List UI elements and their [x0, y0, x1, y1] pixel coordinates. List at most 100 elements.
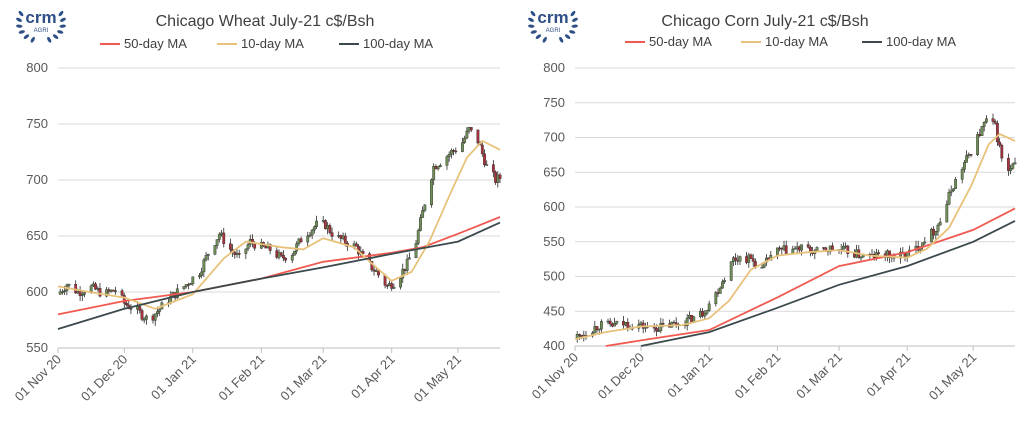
- candle-body: [295, 243, 299, 252]
- candle-body: [246, 244, 250, 250]
- candle: [423, 204, 427, 213]
- y-tick-label: 650: [26, 228, 48, 243]
- candle: [646, 321, 649, 329]
- candle-body: [61, 291, 64, 293]
- candle-body: [142, 319, 146, 321]
- candle: [954, 176, 957, 190]
- candle: [129, 304, 133, 315]
- candle-body: [392, 286, 396, 289]
- candle: [705, 309, 709, 316]
- laurel-leaf-icon: [569, 30, 576, 34]
- candle-body: [1007, 157, 1010, 171]
- candle-body: [80, 294, 84, 296]
- candle: [142, 317, 146, 324]
- candle: [969, 154, 973, 158]
- candle-body: [976, 134, 979, 155]
- candle-body: [654, 327, 658, 332]
- candle: [491, 160, 495, 178]
- x-tick-label: 01 Jan 21: [148, 352, 199, 403]
- candle-body: [980, 126, 984, 136]
- candle: [985, 115, 988, 124]
- candle-body: [279, 252, 283, 256]
- candle: [306, 231, 310, 247]
- candle: [182, 286, 186, 291]
- candle-body: [1009, 168, 1012, 171]
- candle-body: [703, 313, 707, 317]
- laurel-leaf-icon: [30, 36, 35, 43]
- candle: [436, 165, 440, 171]
- candle-body: [491, 164, 495, 173]
- x-tick-label: 01 Feb 21: [732, 350, 784, 402]
- candle: [1013, 157, 1017, 165]
- candle-body: [213, 245, 217, 255]
- candle-body: [182, 286, 186, 289]
- candle-body: [1000, 144, 1004, 159]
- candle: [67, 283, 71, 288]
- candle: [723, 277, 726, 284]
- candle-body: [615, 320, 619, 324]
- candle-body: [938, 221, 942, 226]
- candle-body: [98, 288, 102, 297]
- candle: [330, 227, 334, 241]
- candle-body: [447, 154, 451, 157]
- candle-body: [720, 281, 724, 289]
- candle: [734, 253, 737, 266]
- laurel-leaf-icon: [564, 34, 571, 40]
- candle-body: [685, 317, 689, 326]
- candle-body: [454, 150, 458, 153]
- candle: [310, 228, 314, 240]
- candle-body: [800, 244, 803, 251]
- candle: [324, 219, 327, 230]
- candle-body: [78, 291, 82, 296]
- candle: [930, 227, 933, 243]
- 50-day-ma-line: [57, 216, 501, 316]
- corn-legend: 50-day MA 10-day MA 100-day MA: [625, 34, 956, 49]
- legend-entry: 100-day MA: [363, 36, 433, 51]
- candle-body: [985, 118, 988, 123]
- candle: [599, 319, 603, 334]
- candle-body: [200, 271, 204, 276]
- laurel-leaf-icon: [58, 10, 64, 17]
- candle-body: [469, 127, 473, 131]
- candle-body: [372, 269, 376, 272]
- candle: [449, 148, 453, 159]
- candle-body: [960, 169, 964, 180]
- candle-body: [310, 229, 314, 236]
- laurel-leaf-icon: [60, 17, 66, 22]
- candle-body: [217, 234, 221, 240]
- candle-body: [599, 321, 603, 330]
- y-tick-label: 750: [26, 116, 48, 131]
- candle: [991, 113, 995, 125]
- candle-body: [445, 156, 449, 166]
- candle-body: [734, 257, 737, 261]
- candle: [751, 253, 755, 267]
- legend-entry: 10-day MA: [765, 34, 828, 49]
- x-tick-label: 01 Jan 21: [664, 350, 715, 401]
- candle-body: [626, 322, 630, 329]
- candle-body: [138, 306, 142, 311]
- candle: [637, 319, 641, 332]
- x-tick-label: 01 Apr 21: [348, 352, 398, 402]
- candle-body: [83, 292, 86, 295]
- candle: [390, 280, 394, 292]
- candle-body: [1011, 163, 1015, 169]
- logo-brand: crm: [537, 8, 568, 27]
- candle: [575, 331, 579, 343]
- candle: [198, 272, 201, 280]
- candle: [976, 131, 979, 157]
- candle: [938, 217, 942, 226]
- candle-body: [738, 256, 742, 262]
- candle-body: [784, 245, 788, 254]
- candle-body: [153, 313, 157, 321]
- candle: [859, 256, 863, 262]
- laurel-leaf-icon: [570, 10, 576, 17]
- candle-body: [923, 241, 927, 244]
- candle: [392, 283, 396, 290]
- candle: [94, 282, 97, 291]
- candle: [407, 252, 411, 260]
- candle: [315, 215, 318, 229]
- candle-body: [476, 129, 480, 144]
